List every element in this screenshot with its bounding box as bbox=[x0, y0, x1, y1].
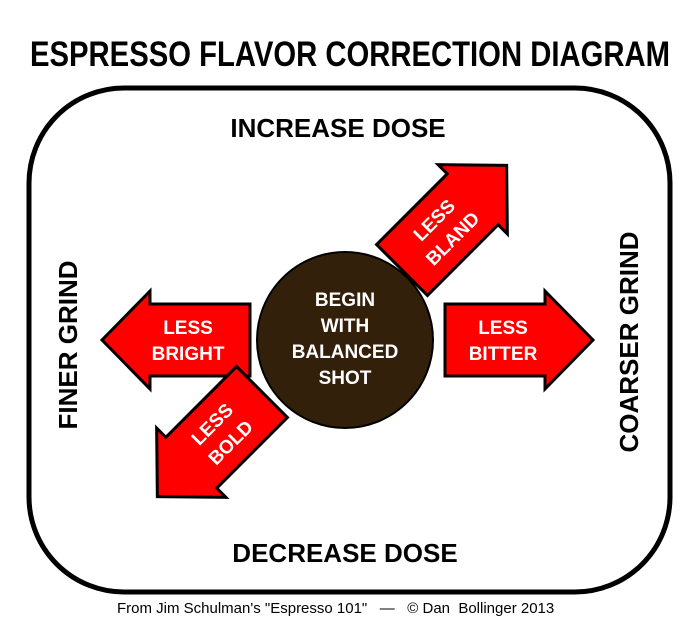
center-line: WITH bbox=[321, 316, 370, 337]
frame bbox=[26, 85, 673, 595]
label-increase-dose: INCREASE DOSE bbox=[230, 113, 445, 143]
footer-credit: From Jim Schulman's "Espresso 101" — © D… bbox=[117, 600, 554, 617]
label-decrease-dose: DECREASE DOSE bbox=[232, 538, 457, 568]
arrow-text: BITTER bbox=[469, 344, 538, 365]
center-circle bbox=[256, 251, 434, 429]
center-line: SHOT bbox=[319, 368, 372, 389]
center-line: BEGIN bbox=[315, 290, 375, 311]
arrow-text: LESS bbox=[478, 318, 528, 339]
center-text: BEGIN WITH BALANCED SHOT bbox=[292, 290, 399, 389]
arrow-less-bright: LESS BRIGHT bbox=[100, 289, 252, 391]
label-coarser-grind: COARSER GRIND bbox=[614, 231, 644, 452]
arrow-text: BRIGHT bbox=[152, 344, 225, 365]
arrow-less-bland: LESS BLAND bbox=[365, 129, 543, 307]
diagram-title: ESPRESSO FLAVOR CORRECTION DIAGRAM bbox=[30, 35, 670, 74]
center-line: BALANCED bbox=[292, 342, 399, 363]
label-finer-grind: FINER GRIND bbox=[53, 261, 83, 430]
arrow-less-bitter: LESS BITTER bbox=[443, 289, 595, 391]
arrow-text: LESS bbox=[163, 318, 213, 339]
